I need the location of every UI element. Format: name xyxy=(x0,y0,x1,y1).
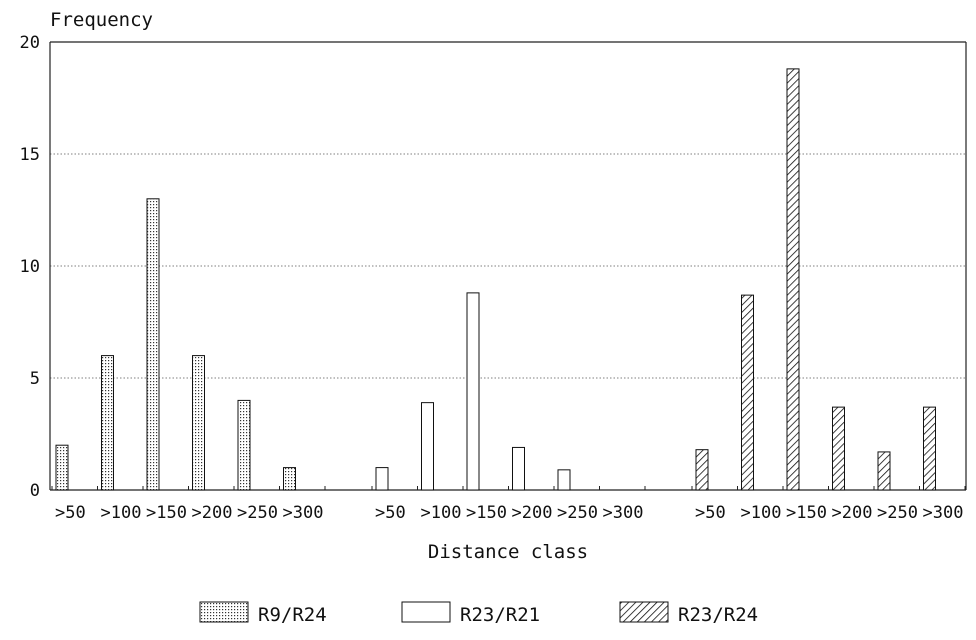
bar xyxy=(832,406,845,491)
y-tick-label: 15 xyxy=(20,145,40,165)
grid-lines xyxy=(50,153,966,379)
x-tick-label: >250 xyxy=(237,503,278,523)
y-tick-label: 20 xyxy=(20,33,40,53)
x-tick-label: >100 xyxy=(101,503,142,523)
bar xyxy=(741,294,754,491)
x-tick-label: >150 xyxy=(786,503,827,523)
bars xyxy=(55,68,936,491)
x-tick-label: >50 xyxy=(375,503,406,523)
bar xyxy=(421,402,434,491)
y-tick-label: 10 xyxy=(20,257,40,277)
x-tick-label: >150 xyxy=(146,503,187,523)
x-tick-label: >200 xyxy=(192,503,233,523)
bar xyxy=(101,355,114,491)
bar xyxy=(146,198,160,491)
legend-swatch xyxy=(199,601,249,623)
legend-label: R23/R24 xyxy=(678,604,758,626)
bar xyxy=(786,68,800,491)
y-axis-title: Frequency xyxy=(50,9,153,31)
bar xyxy=(695,449,709,491)
x-tick-label: >200 xyxy=(832,503,873,523)
x-tick-label: >300 xyxy=(283,503,324,523)
x-tick-label: >100 xyxy=(741,503,782,523)
bar xyxy=(237,399,251,491)
bar xyxy=(923,406,936,491)
legend-swatch xyxy=(619,601,669,623)
x-tick-label: >250 xyxy=(877,503,918,523)
x-tick-label: >300 xyxy=(923,503,964,523)
bar xyxy=(512,446,525,491)
legend-label: R23/R21 xyxy=(460,604,540,626)
bar xyxy=(283,467,296,491)
x-tick-label: >150 xyxy=(466,503,507,523)
x-tick-label: >300 xyxy=(603,503,644,523)
y-tick-label: 5 xyxy=(30,369,40,389)
legend: R9/R24 R23/R21 R23/R24 xyxy=(199,601,758,626)
bar xyxy=(375,467,389,491)
bar xyxy=(192,355,205,491)
x-tick-label: >200 xyxy=(512,503,553,523)
bar xyxy=(877,451,891,491)
bar xyxy=(55,444,69,491)
y-tick-label: 0 xyxy=(30,481,40,501)
x-tick-label: >50 xyxy=(695,503,726,523)
legend-label: R9/R24 xyxy=(258,604,327,626)
bar xyxy=(557,469,571,491)
x-axis-title: Distance class xyxy=(428,541,588,563)
x-tick-label: >250 xyxy=(557,503,598,523)
x-tick-label: >50 xyxy=(55,503,86,523)
x-tick-label: >100 xyxy=(421,503,462,523)
legend-swatch xyxy=(401,601,451,623)
bar xyxy=(466,292,480,491)
